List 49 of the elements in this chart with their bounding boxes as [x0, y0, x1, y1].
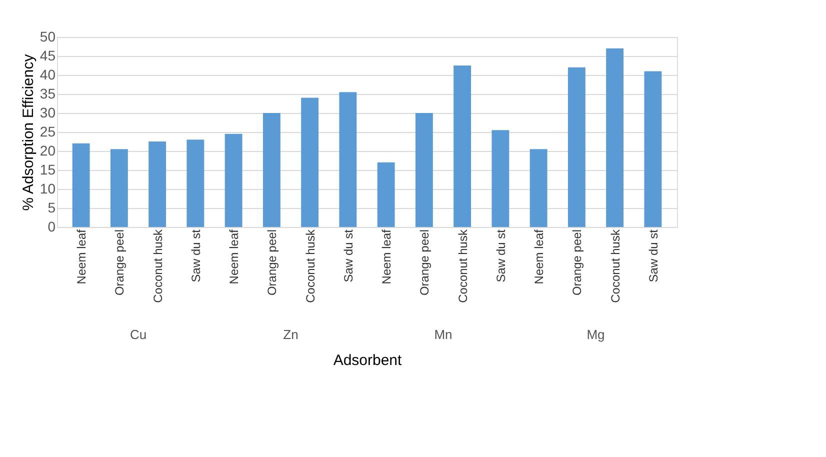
x-tick-label: Saw du st [494, 228, 508, 282]
x-tick-label: Neem leaf [227, 228, 242, 284]
x-tick-label: Coconut husk [303, 228, 318, 303]
x-axis-title: Adsorbent [333, 352, 403, 369]
y-tick-label: 5 [48, 200, 56, 216]
bar [224, 134, 242, 227]
x-tick-label: Neem leaf [532, 228, 546, 284]
x-tick-label: Orange peel [418, 230, 432, 296]
bar [530, 149, 548, 227]
x-tick-label: Saw du st [341, 228, 356, 282]
bar [377, 162, 395, 227]
text: Zn [283, 327, 298, 342]
y-tick-label: 40 [40, 66, 56, 82]
y-tick-label: 10 [40, 180, 56, 196]
y-tick-label: 15 [40, 162, 56, 178]
y-tick-label: 20 [40, 142, 56, 158]
bar [110, 149, 128, 227]
y-tick-label: 30 [40, 104, 56, 120]
y-tick-label: 0 [48, 218, 56, 234]
bar [568, 67, 586, 227]
y-tick-label: 50 [40, 28, 56, 44]
x-tick-label: Neem leaf [380, 228, 394, 284]
text: Mg [586, 327, 605, 342]
x-tick-label: Orange peel [112, 230, 127, 296]
x-tick-label: Saw du st [188, 228, 203, 282]
x-tick-label: Orange peel [570, 230, 584, 296]
bar [339, 92, 357, 227]
bar [72, 143, 90, 227]
bar [301, 98, 319, 227]
x-tick-label: Coconut husk [150, 228, 165, 303]
bar [148, 142, 166, 227]
bar [262, 113, 280, 227]
y-axis-title: % Adsorption Efficiency [20, 54, 37, 211]
y-tick-label: 25 [40, 124, 56, 140]
bar [454, 66, 472, 227]
bar [606, 48, 624, 227]
bar [415, 113, 433, 227]
y-tick-label: 35 [40, 86, 56, 102]
x-tick-label: Saw du st [646, 228, 660, 282]
text: Mn [434, 327, 452, 342]
x-tick-label: Coconut husk [608, 228, 622, 303]
text: Cu [130, 327, 147, 342]
bar [644, 71, 662, 227]
x-tick-label: Coconut husk [456, 228, 470, 303]
y-tick-label: 45 [40, 48, 56, 64]
bar [186, 140, 204, 227]
x-tick-label: Neem leaf [74, 228, 89, 284]
bar [492, 130, 510, 227]
x-tick-label: Orange peel [265, 230, 280, 296]
